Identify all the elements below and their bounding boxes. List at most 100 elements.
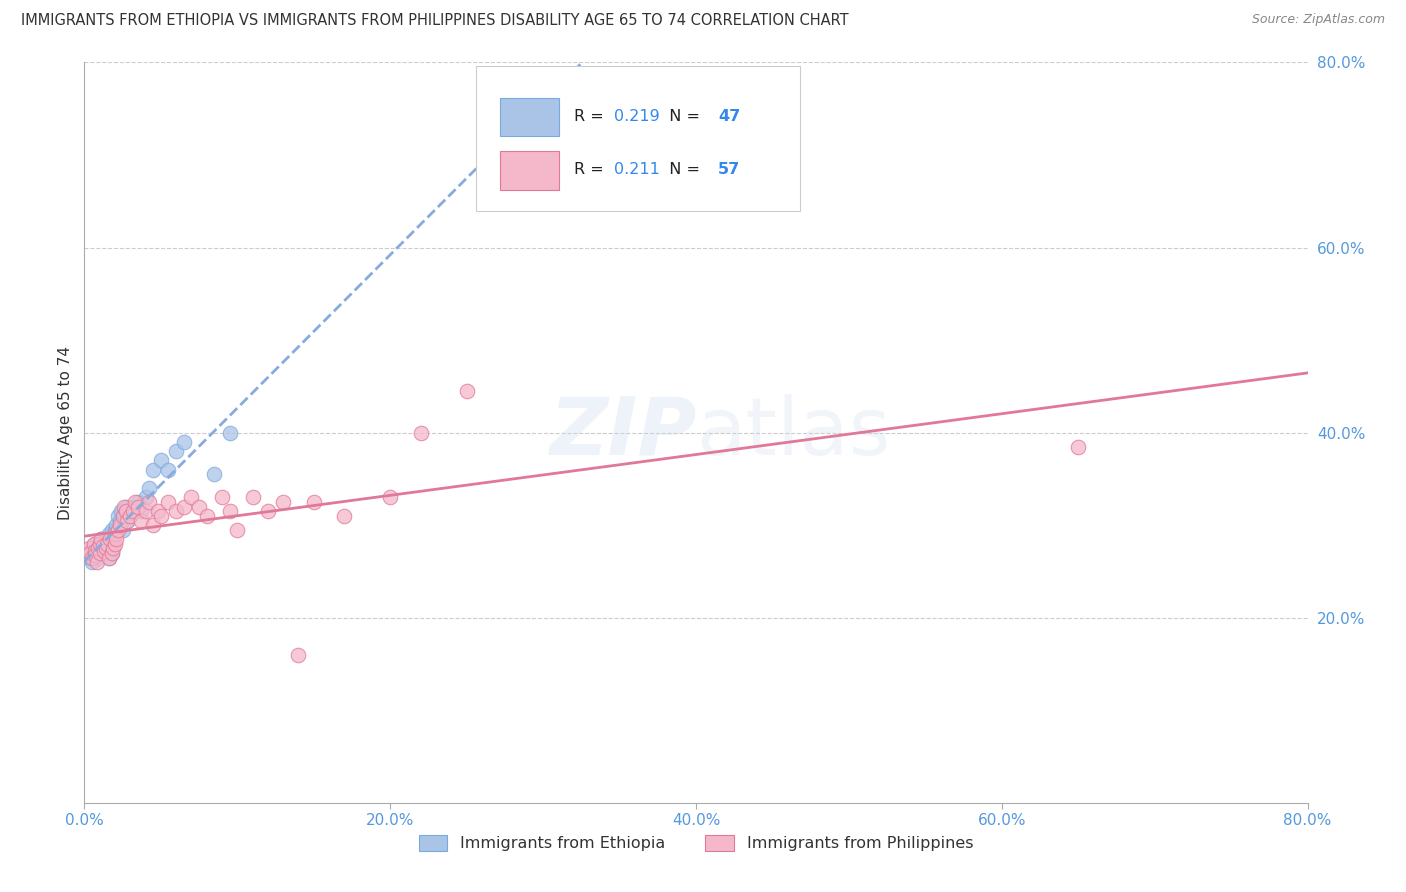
Point: [108, 518, 131, 533]
Point: [98, 532, 121, 546]
Point: [146, 504, 169, 518]
Point: [127, 495, 149, 509]
Point: [110, 504, 132, 518]
Point: [287, 648, 309, 662]
Point: [114, 504, 136, 518]
Point: [87, 541, 110, 556]
Point: [94, 544, 117, 558]
Point: [122, 500, 145, 514]
Point: [79, 550, 101, 565]
Text: 47: 47: [718, 109, 740, 124]
Point: [97, 550, 120, 565]
Point: [173, 500, 195, 514]
Point: [135, 504, 157, 518]
Point: [218, 425, 240, 440]
Point: [80, 541, 103, 556]
Point: [105, 532, 128, 546]
Point: [79, 546, 101, 560]
Point: [103, 541, 125, 556]
Point: [87, 550, 110, 565]
Point: [107, 508, 129, 523]
Point: [114, 500, 136, 514]
Point: [127, 500, 149, 514]
Point: [142, 518, 165, 533]
Point: [101, 546, 124, 560]
FancyBboxPatch shape: [501, 152, 560, 190]
Point: [96, 536, 118, 550]
Y-axis label: Disability Age 65 to 74: Disability Age 65 to 74: [58, 345, 73, 520]
Point: [120, 508, 142, 523]
Point: [77, 546, 100, 560]
Point: [107, 523, 129, 537]
Point: [380, 491, 402, 505]
Point: [138, 481, 160, 495]
Text: N =: N =: [659, 162, 706, 178]
Point: [91, 546, 114, 560]
Point: [333, 508, 356, 523]
Point: [129, 514, 152, 528]
Point: [83, 536, 105, 550]
Point: [89, 546, 111, 560]
Text: atlas: atlas: [696, 393, 890, 472]
Point: [80, 555, 103, 569]
Point: [84, 548, 107, 562]
Point: [91, 539, 114, 553]
Point: [104, 523, 127, 537]
Point: [149, 453, 172, 467]
Point: [108, 514, 131, 528]
Point: [115, 514, 138, 528]
Point: [218, 504, 240, 518]
Point: [86, 548, 108, 562]
Point: [173, 434, 195, 449]
FancyBboxPatch shape: [475, 66, 800, 211]
Point: [97, 527, 120, 541]
Point: [409, 425, 432, 440]
Point: [1067, 440, 1090, 454]
Point: [302, 495, 325, 509]
Text: IMMIGRANTS FROM ETHIOPIA VS IMMIGRANTS FROM PHILIPPINES DISABILITY AGE 65 TO 74 : IMMIGRANTS FROM ETHIOPIA VS IMMIGRANTS F…: [21, 13, 849, 29]
Point: [195, 508, 218, 523]
Text: N =: N =: [659, 109, 706, 124]
Point: [242, 491, 264, 505]
Point: [89, 536, 111, 550]
Point: [111, 508, 134, 523]
Text: ZIP: ZIP: [548, 393, 696, 472]
Text: Source: ZipAtlas.com: Source: ZipAtlas.com: [1251, 13, 1385, 27]
Point: [271, 495, 294, 509]
Point: [90, 532, 112, 546]
Point: [138, 495, 160, 509]
Point: [115, 514, 138, 528]
Point: [91, 539, 114, 553]
Text: R =: R =: [574, 162, 609, 178]
Point: [84, 544, 107, 558]
Point: [149, 508, 172, 523]
Text: 57: 57: [718, 162, 740, 178]
Point: [188, 500, 211, 514]
Point: [83, 546, 105, 560]
Point: [96, 536, 118, 550]
Point: [101, 523, 124, 537]
Point: [257, 504, 280, 518]
Point: [129, 504, 152, 518]
Point: [103, 532, 125, 546]
Point: [112, 500, 135, 514]
Point: [101, 546, 124, 560]
Point: [104, 536, 127, 550]
Point: [86, 544, 108, 558]
Point: [165, 504, 187, 518]
Point: [98, 541, 121, 556]
Point: [93, 544, 115, 558]
Point: [456, 384, 478, 398]
Point: [105, 518, 128, 533]
Point: [93, 541, 115, 556]
Point: [165, 444, 187, 458]
Point: [211, 491, 233, 505]
Point: [202, 467, 225, 482]
Point: [96, 532, 118, 546]
Legend: Immigrants from Ethiopia, Immigrants from Philippines: Immigrants from Ethiopia, Immigrants fro…: [412, 829, 980, 858]
Point: [97, 550, 120, 565]
Point: [77, 541, 100, 556]
Point: [84, 536, 107, 550]
Point: [180, 491, 202, 505]
Point: [112, 508, 135, 523]
